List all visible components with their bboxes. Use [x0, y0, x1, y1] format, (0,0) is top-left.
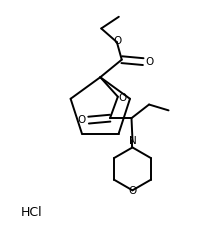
Text: O: O	[128, 186, 137, 196]
Text: O: O	[145, 56, 153, 66]
Text: N: N	[129, 136, 136, 145]
Text: O: O	[119, 93, 127, 103]
Text: HCl: HCl	[20, 206, 42, 219]
Text: O: O	[78, 115, 86, 125]
Text: O: O	[114, 36, 122, 46]
